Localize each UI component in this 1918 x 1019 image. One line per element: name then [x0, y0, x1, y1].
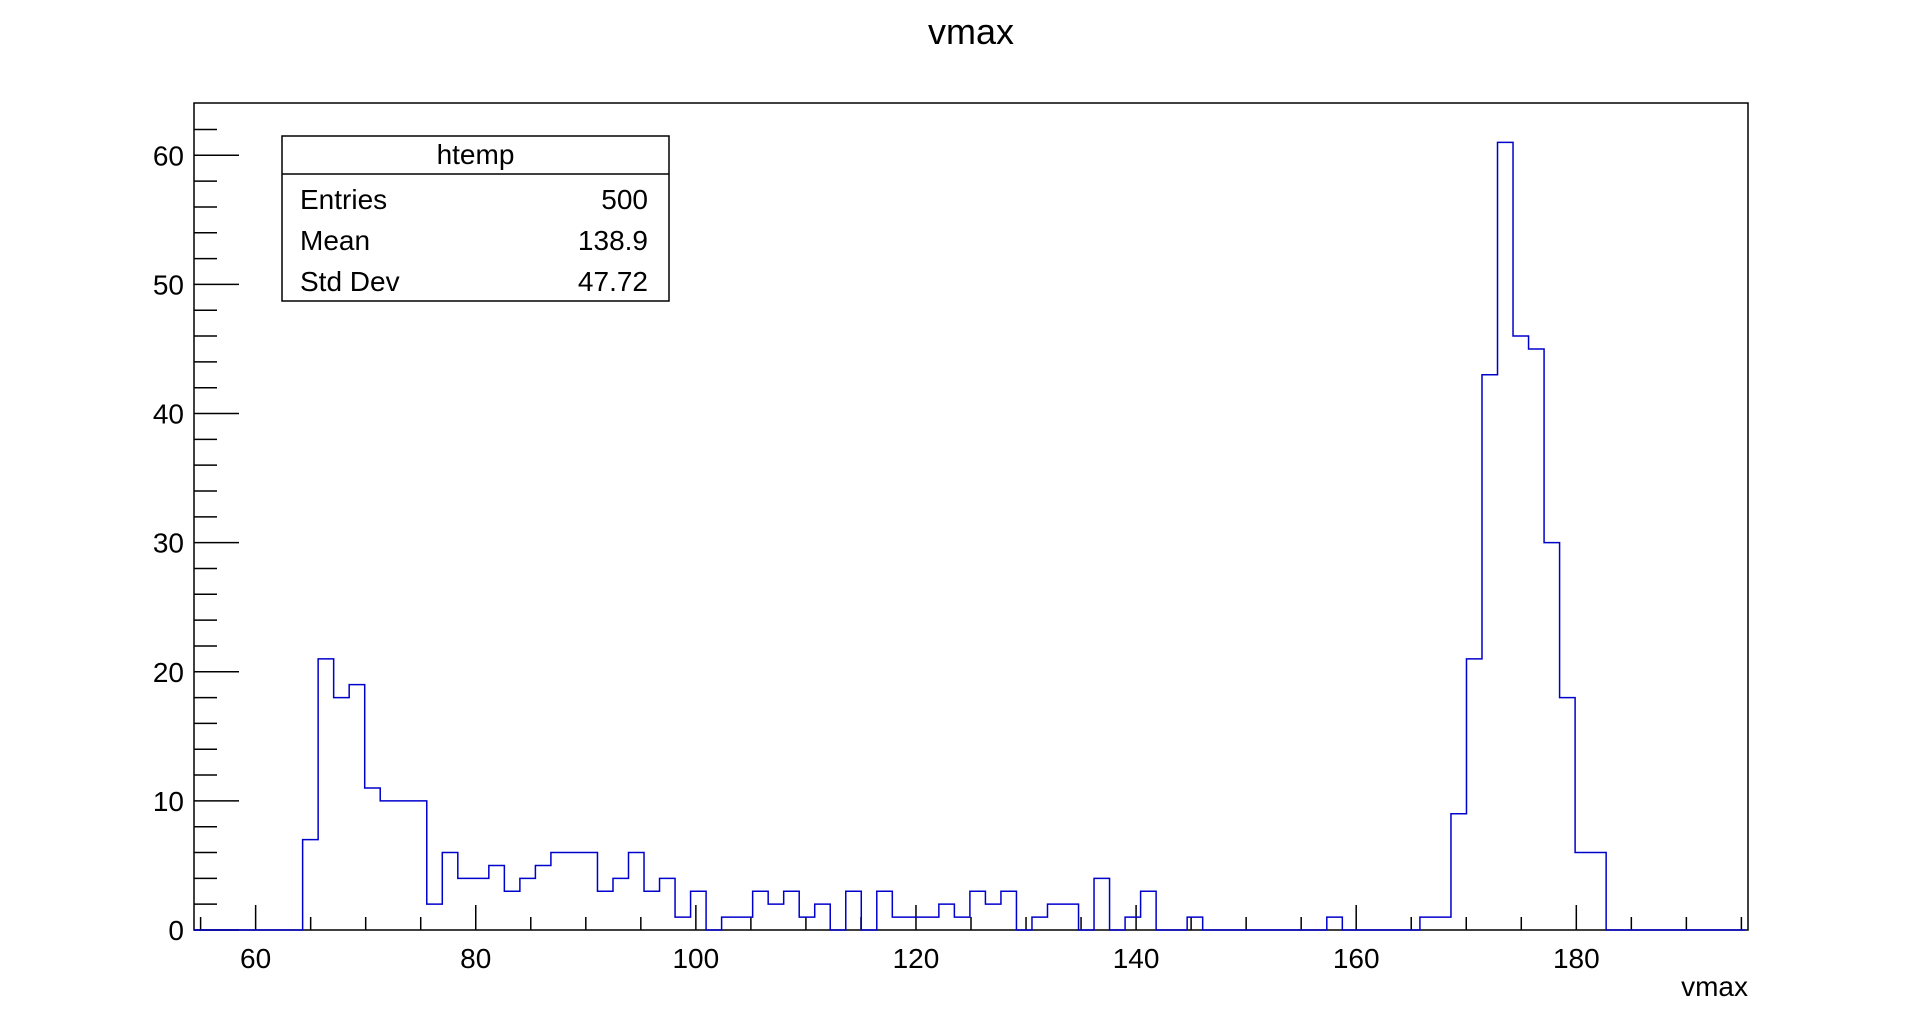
y-tick-label: 0 — [168, 915, 184, 946]
x-tick-label: 120 — [893, 943, 940, 974]
stats-value-entries: 500 — [601, 184, 648, 215]
stats-label-entries: Entries — [300, 184, 387, 215]
stats-box-frame — [281, 135, 670, 302]
x-tick-label: 180 — [1553, 943, 1600, 974]
x-tick-label: 140 — [1113, 943, 1160, 974]
x-tick-label: 100 — [672, 943, 719, 974]
stats-value-mean: 138.9 — [578, 225, 648, 256]
y-tick-label: 40 — [153, 399, 184, 430]
stats-box: htemp Entries 500 Mean 138.9 Std Dev 47.… — [281, 135, 670, 302]
chart-title: vmax — [928, 11, 1014, 52]
y-tick-label: 60 — [153, 140, 184, 171]
x-axis: 60 80 100 120 140 160 180 — [199, 905, 1743, 974]
stats-label-mean: Mean — [300, 225, 370, 256]
histogram-series-htemp — [194, 141, 1746, 931]
x-tick-label: 80 — [460, 943, 491, 974]
stats-label-stddev: Std Dev — [300, 266, 400, 297]
y-tick-label: 30 — [153, 528, 184, 559]
x-tick-label: 60 — [240, 943, 271, 974]
y-axis: 0 10 20 30 40 50 60 — [153, 128, 239, 946]
y-tick-label: 50 — [153, 269, 184, 300]
stats-value-stddev: 47.72 — [578, 266, 648, 297]
x-axis-label: vmax — [1681, 971, 1748, 1002]
stats-box-title: htemp — [437, 139, 515, 170]
y-tick-label: 20 — [153, 657, 184, 688]
x-tick-label: 160 — [1333, 943, 1380, 974]
y-tick-label: 10 — [153, 786, 184, 817]
